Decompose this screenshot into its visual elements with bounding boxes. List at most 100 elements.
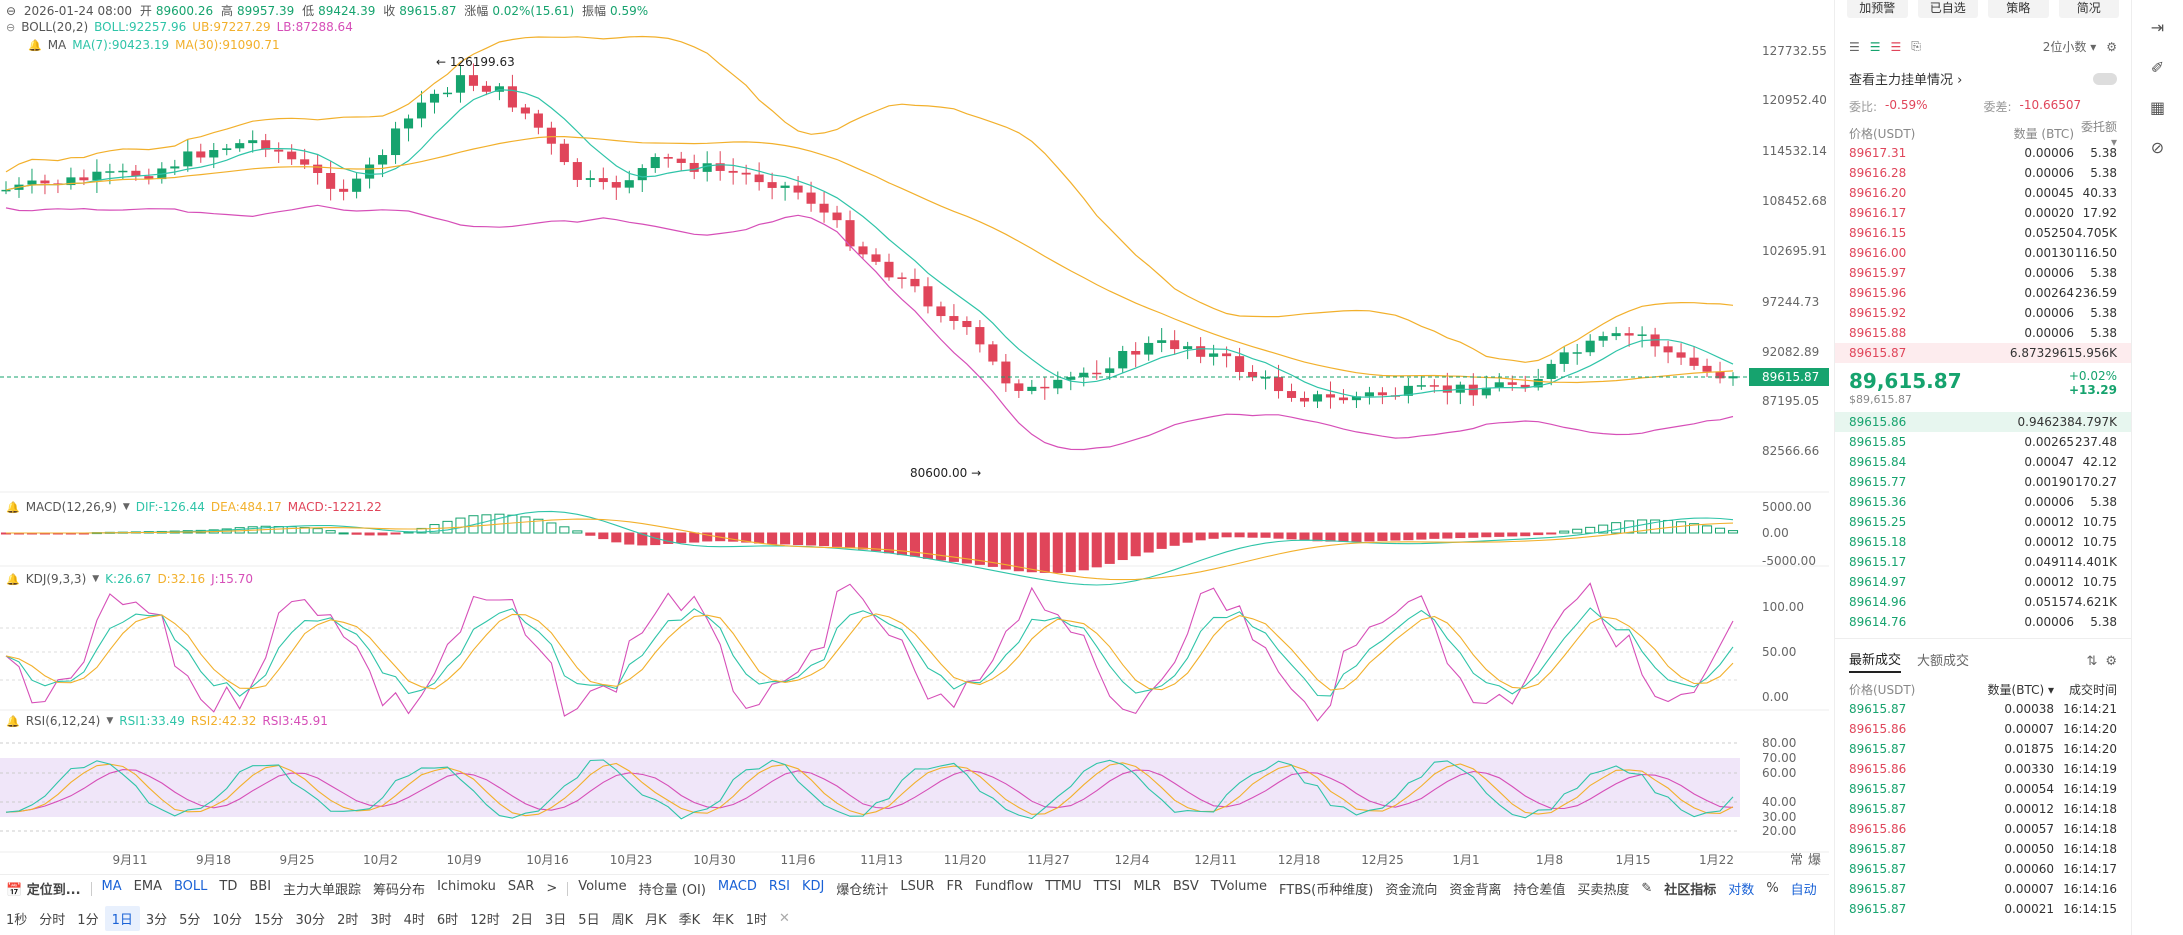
candle[interactable] [170, 166, 180, 169]
candle[interactable] [105, 171, 115, 173]
settings-icon[interactable]: ⚙ [2106, 39, 2117, 54]
candle[interactable] [975, 327, 985, 345]
candle[interactable] [468, 75, 479, 86]
candle[interactable] [1663, 346, 1673, 353]
timeframe-10[interactable]: 3时 [370, 912, 392, 928]
sub-indicator-2[interactable]: MACD [717, 879, 757, 894]
depth-toggle[interactable] [2093, 72, 2117, 85]
collapse-icon[interactable]: ⊖ [6, 4, 17, 18]
candle[interactable] [1533, 378, 1543, 388]
candle[interactable] [1481, 387, 1491, 396]
book-row[interactable]: 89616.17 0.00020 17.92 [1835, 203, 2131, 223]
auto-toggle[interactable]: 自动 [1790, 883, 1817, 898]
dropdown-icon[interactable]: ▼ [106, 716, 114, 726]
book-row[interactable]: 89615.17 0.04911 4.401K [1835, 552, 2131, 572]
chart-icon[interactable]: ▦ [2149, 98, 2166, 117]
tab-large-trades[interactable]: 大额成交 [1917, 654, 1970, 669]
log-scale-toggle[interactable]: 对数 [1728, 883, 1755, 898]
book-row[interactable]: 89616.28 0.00006 5.38 [1835, 163, 2131, 183]
timeframe-15[interactable]: 3日 [545, 912, 567, 928]
candle[interactable] [1001, 361, 1011, 384]
indicator-4[interactable]: BBI [249, 879, 272, 894]
settings-icon[interactable]: ⚙ [2105, 653, 2117, 669]
candle[interactable] [378, 155, 388, 165]
timeframe-3[interactable]: 1日 [104, 905, 140, 931]
timeframe-7[interactable]: 15分 [253, 912, 284, 928]
candle[interactable] [533, 113, 543, 128]
sub-indicator-6[interactable]: LSUR [900, 879, 935, 894]
candle[interactable] [66, 177, 76, 186]
candle[interactable] [559, 143, 569, 163]
axis-corner-label[interactable]: 常 [1790, 853, 1803, 868]
candle[interactable] [1261, 377, 1271, 379]
candle[interactable] [1079, 372, 1089, 378]
candle[interactable] [1092, 372, 1102, 375]
candle[interactable] [1235, 356, 1245, 372]
candle[interactable] [650, 157, 660, 169]
book-row[interactable]: 89617.31 0.00006 5.38 [1835, 143, 2131, 163]
candle[interactable] [222, 148, 232, 151]
candle[interactable] [546, 127, 556, 144]
sub-indicator-1[interactable]: 持仓量 (OI) [638, 883, 706, 898]
book-row[interactable]: 89614.76 0.00006 5.38 [1835, 612, 2131, 632]
candle[interactable] [819, 203, 829, 213]
candle[interactable] [1273, 377, 1284, 392]
candle[interactable] [1105, 368, 1115, 373]
candle[interactable] [624, 180, 634, 188]
candle[interactable] [1014, 383, 1024, 391]
candle[interactable] [313, 164, 323, 173]
candle[interactable] [1183, 346, 1193, 350]
candle[interactable] [520, 107, 530, 114]
timeframe-4[interactable]: 3分 [145, 912, 168, 928]
candle[interactable] [1676, 352, 1686, 358]
bell-icon[interactable]: 🔔 [6, 714, 20, 728]
sub-indicator-4[interactable]: KDJ [802, 879, 825, 894]
candle[interactable] [1702, 365, 1712, 372]
timeframe-11[interactable]: 4时 [403, 912, 425, 928]
candle[interactable] [728, 170, 738, 173]
candle[interactable] [300, 159, 310, 165]
book-row[interactable]: 89614.97 0.00012 10.75 [1835, 572, 2131, 592]
draw-icon[interactable]: ✐ [2150, 58, 2165, 77]
sub-indicator-10[interactable]: TTSI [1093, 879, 1122, 894]
sub-indicator-9[interactable]: TTMU [1045, 879, 1082, 894]
book-depth-icon[interactable]: ⎘ [1911, 39, 1921, 53]
precision-select[interactable]: 2位小数 ▾ [2042, 40, 2097, 54]
timeframe-17[interactable]: 周K [611, 912, 634, 928]
more-indicators-button[interactable]: > [546, 881, 558, 896]
book-row[interactable]: 89615.25 0.00012 10.75 [1835, 512, 2131, 532]
bell-icon[interactable]: 🔔 [6, 500, 20, 514]
candle[interactable] [806, 192, 816, 204]
candle[interactable] [339, 188, 349, 192]
candle[interactable] [1546, 363, 1556, 379]
candle[interactable] [1442, 385, 1452, 393]
candle[interactable] [79, 177, 89, 181]
sub-indicator-11[interactable]: MLR [1133, 879, 1161, 894]
candle[interactable] [1455, 384, 1465, 393]
candle[interactable] [144, 176, 154, 180]
boll-legend[interactable]: ⊖ BOLL(20,2) BOLL:92257.96 UB:97227.29 L… [6, 20, 353, 34]
candle[interactable] [1598, 336, 1608, 341]
candle[interactable] [897, 277, 907, 279]
candle[interactable] [611, 182, 621, 188]
book-row[interactable]: 89615.18 0.00012 10.75 [1835, 532, 2131, 552]
sub-indicator-7[interactable]: FR [946, 879, 963, 894]
candle[interactable] [767, 182, 777, 188]
candle[interactable] [365, 164, 375, 179]
candle[interactable] [1053, 379, 1063, 389]
candle[interactable] [988, 344, 998, 362]
macd-legend[interactable]: 🔔 MACD(12,26,9) ▼ DIF:-126.44 DEA:484.17… [6, 500, 382, 514]
candle[interactable] [1624, 333, 1634, 336]
edit-icon[interactable]: ✎ [1641, 881, 1653, 896]
candle[interactable] [923, 286, 933, 307]
candle[interactable] [676, 158, 686, 163]
candle[interactable] [183, 151, 193, 167]
book-row[interactable]: 89616.15 0.05250 4.705K [1835, 223, 2131, 243]
candle[interactable] [1637, 334, 1647, 336]
timeframe-8[interactable]: 30分 [295, 912, 326, 928]
sub-indicator-3[interactable]: RSI [768, 879, 791, 894]
collapse-icon[interactable]: ⊖ [6, 20, 16, 34]
candle[interactable] [1209, 353, 1219, 357]
candle[interactable] [715, 163, 725, 171]
indicator-3[interactable]: TD [219, 879, 238, 894]
